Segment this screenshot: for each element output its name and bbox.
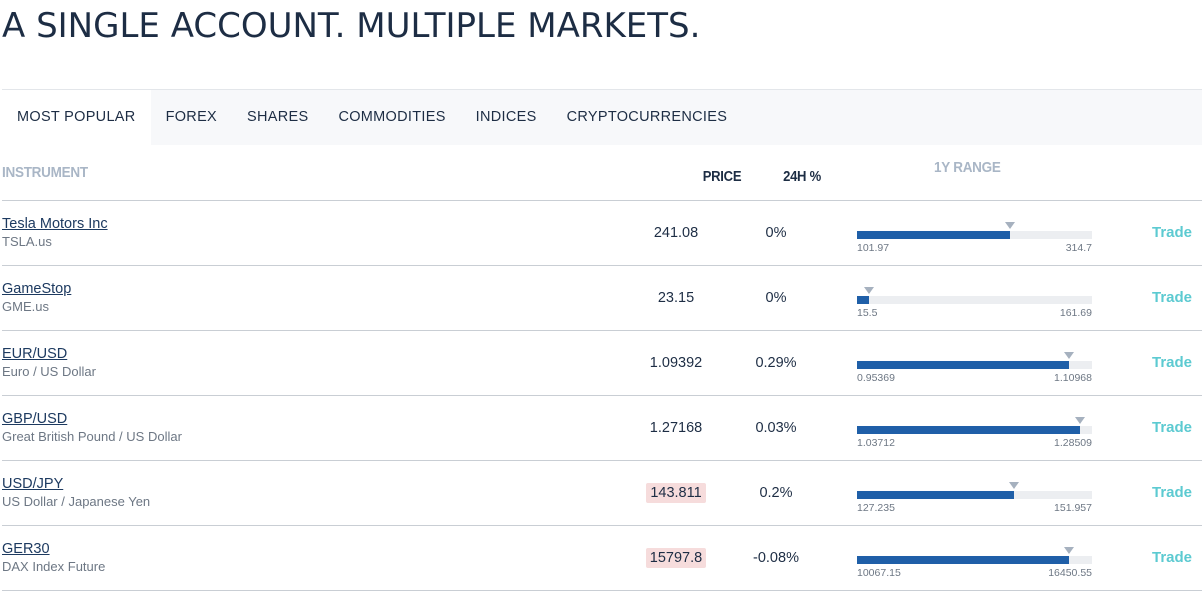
year-range: 1.03712 1.28509 — [857, 410, 1092, 450]
price-cell: 241.08 — [606, 225, 746, 241]
table-body: Tesla Motors Inc TSLA.us 241.08 0% 101.9… — [2, 201, 1202, 591]
range-low-value: 1.03712 — [857, 437, 895, 449]
instrument-name-link[interactable]: Tesla Motors Inc — [2, 216, 108, 232]
current-price-marker-icon — [864, 287, 874, 294]
instrument-description: Euro / US Dollar — [2, 364, 96, 379]
current-price-marker-icon — [1075, 417, 1085, 424]
tab-cryptocurrencies[interactable]: CRYPTOCURRENCIES — [566, 109, 728, 125]
change-24h-value: 0% — [765, 290, 787, 306]
range-low-value: 15.5 — [857, 307, 878, 319]
current-price-marker-icon — [1064, 352, 1074, 359]
range-track — [857, 361, 1092, 369]
page-headline: A SINGLE ACCOUNT. MULTIPLE MARKETS. — [2, 6, 701, 46]
range-high-value: 1.10968 — [1054, 372, 1092, 384]
tab-most-popular[interactable]: MOST POPULAR — [2, 90, 151, 145]
instrument-description: DAX Index Future — [2, 559, 106, 574]
change-24h-value: 0% — [765, 225, 787, 241]
year-range: 10067.15 16450.55 — [857, 540, 1092, 580]
column-header-price: PRICE — [702, 169, 742, 185]
trade-button[interactable]: Trade — [1152, 289, 1193, 306]
instrument-name-link[interactable]: GameStop — [2, 281, 72, 297]
range-track — [857, 491, 1092, 499]
year-range: 101.97 314.7 — [857, 215, 1092, 255]
change-24h-value: 0.29% — [755, 355, 797, 371]
price-value: 1.27168 — [649, 420, 703, 436]
year-range: 127.235 151.957 — [857, 475, 1092, 515]
range-low-value: 127.235 — [857, 502, 895, 514]
change-24h-value: 0.2% — [759, 485, 793, 501]
column-header-1y-range: 1Y RANGE — [934, 159, 1001, 176]
table-row: Tesla Motors Inc TSLA.us 241.08 0% 101.9… — [2, 201, 1202, 266]
table-header: INSTRUMENT PRICE 24H % 1Y RANGE — [2, 145, 1202, 201]
price-cell: 15797.8 — [606, 548, 746, 568]
instrument-name-link[interactable]: USD/JPY — [2, 476, 64, 492]
tab-commodities[interactable]: COMMODITIES — [338, 109, 446, 125]
current-price-marker-icon — [1064, 547, 1074, 554]
column-header-24h-change: 24H % — [783, 169, 821, 185]
tab-shares[interactable]: SHARES — [247, 109, 309, 125]
range-fill-bar — [857, 426, 1080, 434]
market-tabs: MOST POPULAR FOREX SHARES COMMODITIES IN… — [2, 89, 1202, 145]
year-range: 0.95369 1.10968 — [857, 345, 1092, 385]
range-track — [857, 231, 1092, 239]
price-cell: 1.09392 — [606, 355, 746, 371]
range-high-value: 161.69 — [1059, 307, 1092, 319]
instrument-name-link[interactable]: EUR/USD — [2, 346, 68, 362]
trade-button[interactable]: Trade — [1152, 419, 1193, 436]
range-fill-bar — [857, 296, 869, 304]
price-value: 15797.8 — [645, 548, 707, 568]
table-row: GER30 DAX Index Future 15797.8 -0.08% 10… — [2, 526, 1202, 591]
range-high-value: 1.28509 — [1054, 437, 1092, 449]
price-value: 1.09392 — [649, 355, 703, 371]
range-high-value: 16450.55 — [1048, 567, 1092, 579]
price-cell: 1.27168 — [606, 420, 746, 436]
column-header-instrument: INSTRUMENT — [2, 164, 88, 181]
price-value: 23.15 — [657, 290, 695, 306]
trade-button[interactable]: Trade — [1152, 484, 1193, 501]
range-low-value: 101.97 — [857, 242, 890, 254]
current-price-marker-icon — [1009, 482, 1019, 489]
year-range: 15.5 161.69 — [857, 280, 1092, 320]
tab-indices[interactable]: INDICES — [475, 109, 537, 125]
instrument-description: TSLA.us — [2, 234, 52, 249]
price-value: 241.08 — [653, 225, 699, 241]
table-row: GameStop GME.us 23.15 0% 15.5 161.69 Tra… — [2, 266, 1202, 331]
trade-button[interactable]: Trade — [1152, 354, 1193, 371]
table-row: EUR/USD Euro / US Dollar 1.09392 0.29% 0… — [2, 331, 1202, 396]
range-high-value: 314.7 — [1065, 242, 1092, 254]
instrument-name-link[interactable]: GBP/USD — [2, 411, 68, 427]
range-fill-bar — [857, 556, 1069, 564]
range-fill-bar — [857, 491, 1014, 499]
instruments-table: INSTRUMENT PRICE 24H % 1Y RANGE Tesla Mo… — [2, 145, 1202, 591]
range-track — [857, 426, 1092, 434]
range-fill-bar — [857, 231, 1010, 239]
instrument-description: US Dollar / Japanese Yen — [2, 494, 151, 509]
instrument-description: Great British Pound / US Dollar — [2, 429, 182, 444]
range-high-value: 151.957 — [1054, 502, 1092, 514]
price-cell: 143.811 — [606, 483, 746, 503]
range-low-value: 0.95369 — [857, 372, 895, 384]
trade-button[interactable]: Trade — [1152, 549, 1193, 566]
trade-button[interactable]: Trade — [1152, 224, 1193, 241]
range-fill-bar — [857, 361, 1069, 369]
range-low-value: 10067.15 — [857, 567, 901, 579]
instrument-name-link[interactable]: GER30 — [2, 541, 50, 557]
range-track — [857, 296, 1092, 304]
change-24h-value: -0.08% — [753, 550, 799, 566]
table-row: USD/JPY US Dollar / Japanese Yen 143.811… — [2, 461, 1202, 526]
table-row: GBP/USD Great British Pound / US Dollar … — [2, 396, 1202, 461]
range-track — [857, 556, 1092, 564]
instrument-description: GME.us — [2, 299, 49, 314]
current-price-marker-icon — [1005, 222, 1015, 229]
tab-forex[interactable]: FOREX — [165, 109, 218, 125]
price-value: 143.811 — [646, 483, 706, 503]
change-24h-value: 0.03% — [755, 420, 797, 436]
price-cell: 23.15 — [606, 290, 746, 306]
